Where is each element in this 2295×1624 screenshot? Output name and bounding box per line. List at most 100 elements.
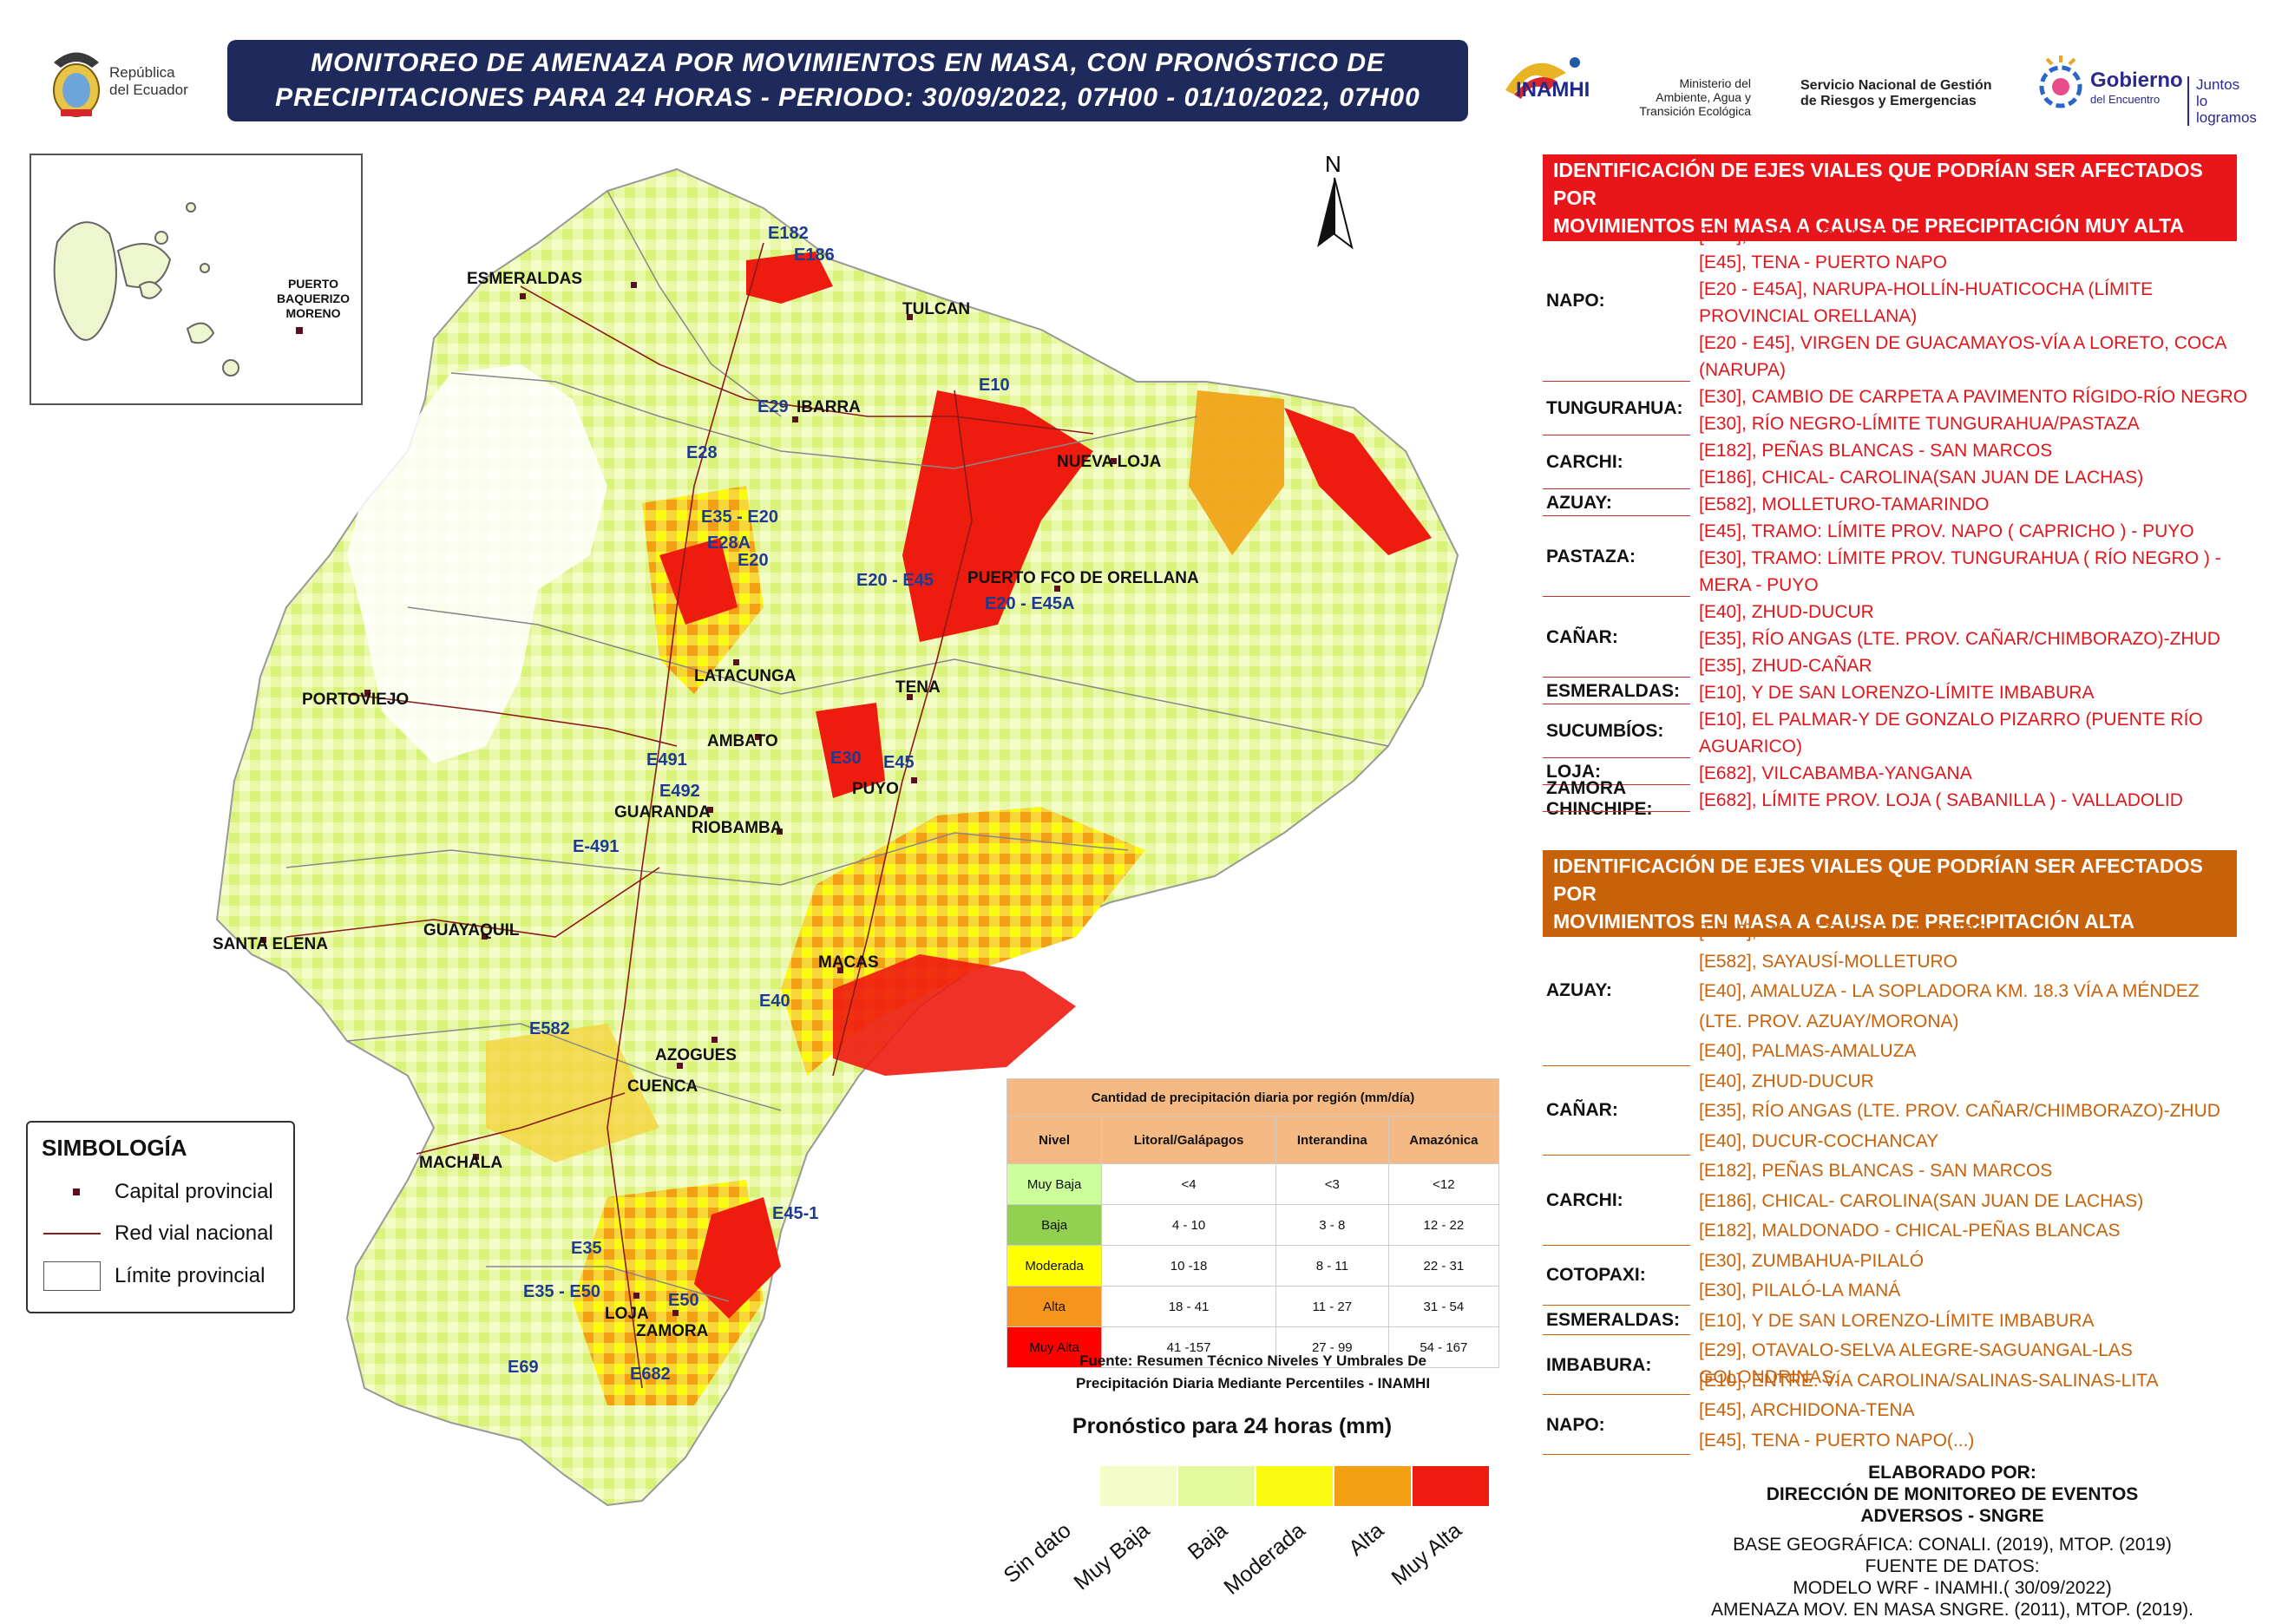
road-segment: [E10], ENTRE. VÍA CAROLINA/SALINAS-SALIN… xyxy=(1699,1370,2159,1391)
table-cell: <4 xyxy=(1101,1163,1276,1205)
province-label: CARCHI: xyxy=(1546,1189,1623,1210)
road-segment: [E40], ZHUD-DUCUR xyxy=(1699,602,1874,622)
road-label: E69 xyxy=(508,1358,539,1377)
road-label: E28 xyxy=(686,443,718,462)
table-row: Moderada 10 -18 8 - 11 22 - 31 xyxy=(1006,1245,1500,1287)
colorbar-swatch xyxy=(1413,1466,1489,1506)
road-label: E582 xyxy=(529,1019,570,1038)
simbologia-legend: SIMBOLOGÍA Capital provincial Red vial n… xyxy=(26,1121,295,1313)
table-row: Baja 4 - 10 3 - 8 12 - 22 xyxy=(1006,1204,1500,1246)
table-cell: 11 - 27 xyxy=(1275,1286,1389,1327)
road-segment: [E186], CHICAL- CAROLINA(SAN JUAN DE LAC… xyxy=(1699,468,2144,488)
group-divider xyxy=(1543,1064,1690,1066)
road-label: E50 xyxy=(668,1291,699,1310)
table-caption: Cantidad de precipitación diaria por reg… xyxy=(1007,1078,1499,1116)
inamhi-text: INAMHI xyxy=(1516,78,1590,102)
table-cell: 27 - 99 xyxy=(1275,1326,1389,1368)
road-segment: [E182], PEÑAS BLANCAS - SAN MARCOS xyxy=(1699,1161,2053,1181)
road-segment: [E182], MALDONADO - CHICAL-PEÑAS BLANCAS xyxy=(1699,1221,2121,1241)
road-segment: [E35], RÍO ANGAS (LTE. PROV. CAÑAR/CHIMB… xyxy=(1699,1101,2220,1121)
province-label: PASTAZA: xyxy=(1546,546,1636,566)
road-label: E182 xyxy=(768,224,809,243)
city-labels: ESMERALDAS TULCAN IBARRA NUEVA LOJA PUERTO F… xyxy=(213,270,1199,1340)
table-row: Alta 18 - 41 11 - 27 31 - 54 xyxy=(1006,1286,1500,1327)
provincial-limits xyxy=(285,190,1389,1302)
group-divider xyxy=(1543,1394,1690,1395)
city-label: MACAS xyxy=(818,953,879,972)
north-label: N xyxy=(1325,151,1341,177)
pronostico-title: Pronóstico para 24 horas (mm) xyxy=(1072,1414,1393,1438)
table-cell: 18 - 41 xyxy=(1101,1286,1276,1327)
group-divider xyxy=(1543,677,1690,678)
group-divider xyxy=(1543,515,1690,516)
muy-alta-zone-macas xyxy=(833,954,1076,1076)
city-label: SANTA ELENA xyxy=(213,935,328,953)
legend-limite: Límite provincial xyxy=(43,1261,265,1291)
province-label: CAÑAR: xyxy=(1546,626,1618,647)
province-label: NAPO: xyxy=(1546,291,1605,311)
capital-markers xyxy=(260,282,1117,1316)
table-cell: Baja xyxy=(1006,1204,1103,1246)
inamhi-logo: INAMHI xyxy=(1497,47,1601,116)
table-cell: 54 - 167 xyxy=(1387,1326,1500,1368)
inamhi-icon xyxy=(1505,57,1580,99)
title-line-2: PRECIPITACIONES PARA 24 HORAS - PERIODO:… xyxy=(275,83,1420,112)
road-segment: [E30], PILALÓ-LA MANÁ xyxy=(1699,1280,1901,1300)
road-segment: [E45], ARCHIDONA-TENA xyxy=(1699,226,1915,246)
road-label: E29 xyxy=(757,397,789,416)
city-label: CUENCA xyxy=(627,1077,698,1096)
province-label: LOJA: xyxy=(1546,761,1601,782)
road-label: E491 xyxy=(646,750,687,769)
road-label: E492 xyxy=(659,782,700,801)
republica-logo: República del Ecuador xyxy=(42,38,233,125)
group-divider xyxy=(1543,1304,1690,1306)
table-cell: 22 - 31 xyxy=(1387,1245,1500,1287)
road-label: E35 xyxy=(571,1239,602,1258)
province-label: SUCUMBÍOS: xyxy=(1546,721,1664,741)
table-column-header: Amazónica xyxy=(1387,1116,1500,1164)
city-label: AZOGUES xyxy=(655,1046,737,1064)
group-divider xyxy=(1543,596,1690,597)
group-divider xyxy=(1543,1155,1690,1156)
city-label: PORTOVIEJO xyxy=(302,691,409,709)
city-label: TULCAN xyxy=(902,300,970,318)
province-label: AZUAY: xyxy=(1546,980,1612,1001)
table-row: Muy Baja <4 <3 <12 xyxy=(1006,1163,1500,1205)
road-segment: [E20 - E45A], NARUPA-HOLLÍN-HUATICOCHA (… xyxy=(1699,279,2154,299)
muy-alta-zone-central xyxy=(659,538,738,625)
road-segment: [E582], SAYAUSÍ-MOLLETURO xyxy=(1699,951,1957,972)
legend-capital: Capital provincial xyxy=(43,1180,273,1204)
ecuador-map: N ESMERALDAS TULCAN IBARRA NUEVA LOJA PUERTO… xyxy=(213,151,1459,1507)
province-label: CAÑAR: xyxy=(1546,1100,1618,1121)
coat-of-arms-icon xyxy=(53,52,100,117)
north-arrow-icon: N xyxy=(1317,151,1354,250)
table-header-row: Nivel Litoral/Galápagos Interandina Amazóni… xyxy=(1006,1116,1500,1164)
table-row: Muy Alta 41 -157 27 - 99 54 - 167 xyxy=(1006,1326,1500,1368)
muy-alta-zone-puyo xyxy=(816,703,885,798)
colorbar-swatch xyxy=(1256,1466,1333,1506)
legend-red-vial: Red vial nacional xyxy=(43,1221,273,1246)
road-segment: [E45], TRAMO: LÍMITE PROV. NAPO ( CAPRIC… xyxy=(1699,521,2194,541)
table-cell: 4 - 10 xyxy=(1101,1204,1276,1246)
city-label: MACHALA xyxy=(419,1154,502,1172)
road-segment: [E40], AMALUZA - LA SOPLADORA KM. 18.3 V… xyxy=(1699,981,2200,1001)
capital-square-icon xyxy=(73,1189,80,1195)
city-label: ZAMORA xyxy=(636,1322,709,1340)
road-segment: [E45], TENA - PUERTO NAPO xyxy=(1699,252,1947,272)
road-label: E20 - E45A xyxy=(985,594,1074,613)
road-segment: [E182], PEÑAS BLANCAS - SAN MARCOS xyxy=(1699,441,2053,461)
boundary-box-icon xyxy=(43,1261,101,1291)
table-cell: Moderada xyxy=(1006,1245,1103,1287)
sngre-logo: Servicio Nacional de Gestión de Riesgos … xyxy=(1800,78,1992,108)
group-divider xyxy=(1543,811,1690,812)
road-segment: [E10], Y DE SAN LORENZO-LÍMITE IMBABURA xyxy=(1699,1310,2095,1331)
province-label: AZUAY: xyxy=(1546,492,1612,513)
road-segment: [E682], VILCABAMBA-YANGANA xyxy=(1699,763,1972,783)
city-label: RIOBAMBA xyxy=(692,819,783,837)
road-segment: [E10], Y DE SAN LORENZO-LÍMITE IMBABURA xyxy=(1699,683,2095,703)
table-cell: 12 - 22 xyxy=(1387,1204,1500,1246)
muy_alta-header: IDENTIFICACIÓN DE EJES VIALES QUE PODRÍA… xyxy=(1543,154,2237,241)
road-segment: [E40], PALMAS-AMALUZA xyxy=(1699,1041,1917,1061)
road-segment: [E10], EL PALMAR-Y DE GONZALO PIZARRO (P… xyxy=(1699,710,2203,730)
province-label: NAPO: xyxy=(1546,1414,1605,1435)
